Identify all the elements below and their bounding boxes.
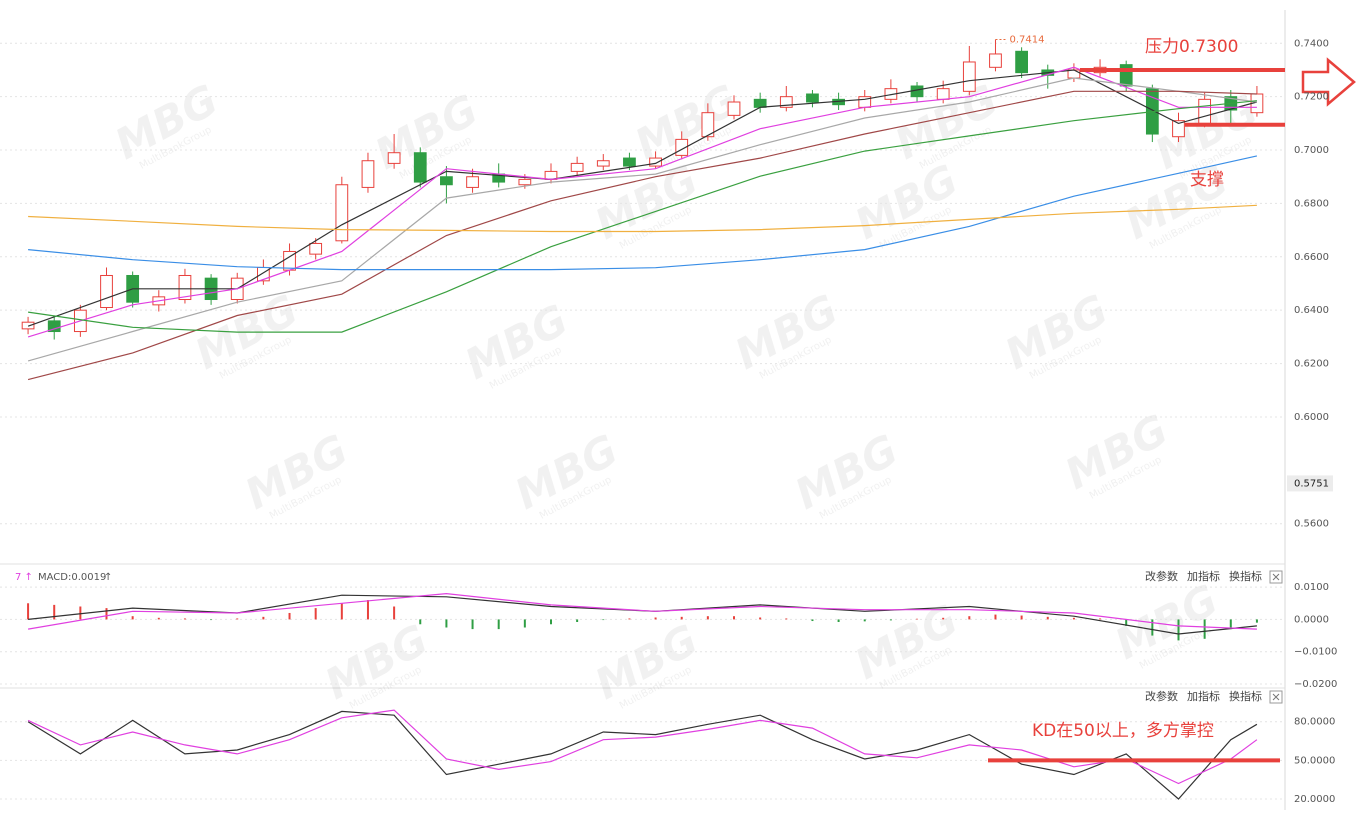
price-marker-label: 0.5751 <box>1294 478 1329 489</box>
candle-body <box>936 88 950 100</box>
y-tick-label: 0.7000 <box>1294 145 1329 156</box>
annotation-text: 支撑 <box>1190 170 1224 190</box>
y-tick-label: 0.6400 <box>1294 305 1329 316</box>
candle-body <box>518 178 532 186</box>
candle-body <box>675 138 689 156</box>
series-line <box>27 77 1257 362</box>
series-line <box>27 710 1258 800</box>
series-line <box>27 592 1257 630</box>
candle-body <box>387 152 401 164</box>
series-line <box>28 594 1257 635</box>
price-marker-box <box>1287 475 1333 492</box>
candle-body <box>335 184 349 242</box>
direction-arrow <box>1301 57 1356 107</box>
y-tick-label: 50.0000 <box>1294 755 1335 766</box>
header-prefix: 7 ↑ <box>15 572 33 583</box>
series-line <box>27 90 1257 381</box>
candle-body <box>779 96 793 108</box>
candle-body <box>623 157 636 167</box>
candle-body <box>806 93 819 103</box>
candle-body <box>989 53 1002 68</box>
y-tick-label: −0.0100 <box>1294 647 1337 658</box>
y-tick-label: 0.6200 <box>1294 359 1329 370</box>
candle-body <box>962 61 976 92</box>
y-tick-label: 0.6800 <box>1294 198 1329 209</box>
close-icon <box>1272 693 1280 701</box>
candle-body <box>47 320 61 333</box>
candle-body <box>466 176 479 188</box>
y-tick-label: 0.6600 <box>1294 252 1329 263</box>
candle-body <box>440 176 453 186</box>
panel-button[interactable]: 换指标 <box>1229 689 1262 703</box>
candle-body <box>361 160 375 188</box>
candle-body <box>1172 120 1185 138</box>
y-tick-label: 0.0000 <box>1294 614 1329 625</box>
panel-button[interactable]: 换指标 <box>1229 569 1262 583</box>
y-tick-label: 0.7200 <box>1294 92 1329 103</box>
candle-body <box>309 242 323 255</box>
candle-body <box>178 274 192 301</box>
candle-body <box>413 152 427 183</box>
candle-body <box>753 98 767 108</box>
candle-body <box>1198 98 1212 124</box>
candle-body <box>1067 69 1081 79</box>
series-line <box>27 709 1258 785</box>
series-line <box>28 155 1258 271</box>
y-tick-label: 20.0000 <box>1294 794 1335 805</box>
y-tick-label: 0.0100 <box>1294 582 1329 593</box>
candle-body <box>649 157 662 167</box>
y-tick-label: 0.5600 <box>1294 519 1329 530</box>
y-tick-label: 0.7400 <box>1294 38 1329 49</box>
candle-body <box>701 112 715 138</box>
candle-body <box>100 274 113 309</box>
annotation-text: 压力0.7300 <box>1145 37 1238 57</box>
panel-button[interactable]: 改参数 <box>1145 569 1178 583</box>
series-line <box>28 204 1257 233</box>
panel-button[interactable]: 加指标 <box>1187 569 1220 583</box>
close-button[interactable] <box>1269 690 1283 704</box>
candle-body <box>1015 50 1028 74</box>
peak-label: 0.7414 <box>1009 35 1044 46</box>
indicator-label: MACD:0.0019 <box>38 572 106 583</box>
annotation-text: KD在50以上，多方掌控 <box>1032 721 1214 741</box>
candle-body <box>596 160 610 167</box>
candle-body <box>1119 64 1133 87</box>
panel-button[interactable]: 加指标 <box>1187 689 1220 703</box>
close-icon <box>1272 573 1280 581</box>
y-tick-label: −0.0200 <box>1294 679 1337 690</box>
series-line <box>28 100 1257 333</box>
panel-button[interactable]: 改参数 <box>1145 689 1178 703</box>
candle-body <box>570 162 584 172</box>
candle-body <box>727 101 741 116</box>
close-button[interactable] <box>1269 570 1283 584</box>
candle-body <box>21 321 35 330</box>
header-suffix: ↑ <box>104 572 112 583</box>
y-tick-label: 0.6000 <box>1294 412 1329 423</box>
series-line <box>27 66 1257 338</box>
y-tick-label: 80.0000 <box>1294 717 1335 728</box>
